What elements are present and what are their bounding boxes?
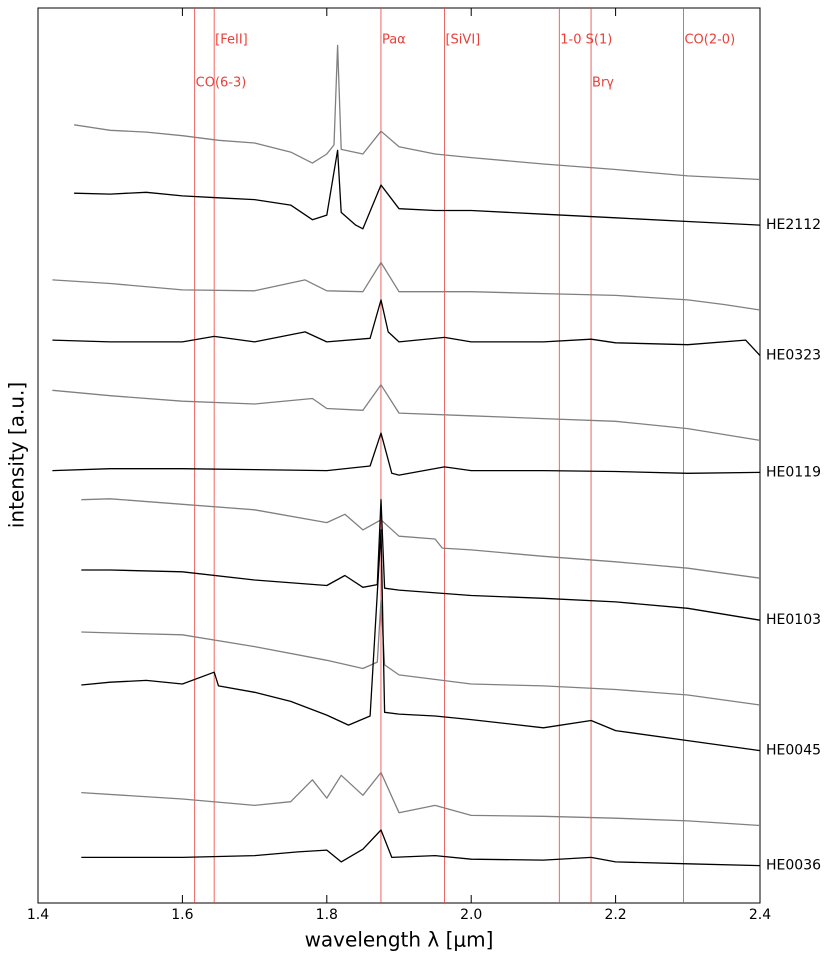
series-label: HE2112 <box>766 217 821 233</box>
marker-label: [SiVI] <box>445 33 480 48</box>
spectrum <box>52 299 761 357</box>
x-tick-label: 2.4 <box>749 907 771 923</box>
spectrum <box>74 44 761 181</box>
spectrum <box>81 498 761 579</box>
plot-frame <box>37 7 761 904</box>
x-axis-label: wavelength λ [μm] <box>305 928 494 952</box>
series-label: HE0119 <box>766 464 821 480</box>
spectrum <box>81 829 761 867</box>
x-tick-label: 1.4 <box>27 907 49 923</box>
spectrum <box>74 149 761 230</box>
spectrum <box>52 261 761 311</box>
marker-label: Brγ <box>592 76 614 91</box>
series-label: HE0323 <box>766 348 821 364</box>
x-tick-label: 1.8 <box>316 907 338 923</box>
spectrum <box>81 529 761 752</box>
marker-label: CO(2-0) <box>684 33 735 48</box>
series-label: HE0103 <box>766 612 821 628</box>
x-tick-label: 2.0 <box>460 907 482 923</box>
series-label: HE0036 <box>766 858 821 874</box>
spectrum <box>81 499 761 621</box>
marker-label: 1-0 S(1) <box>560 33 612 48</box>
x-tick-label: 2.2 <box>604 907 626 923</box>
spectrum <box>81 771 761 827</box>
marker-label: CO(6-3) <box>196 76 247 91</box>
series-label: HE0045 <box>766 743 821 759</box>
spectrum <box>52 384 761 442</box>
spectrum <box>52 432 761 476</box>
marker-label: [FeII] <box>215 33 248 48</box>
marker-label: Paα <box>382 33 406 48</box>
x-tick-label: 1.6 <box>171 907 193 923</box>
spectrum <box>81 599 761 706</box>
y-axis-label: intensity [a.u.] <box>5 382 29 528</box>
